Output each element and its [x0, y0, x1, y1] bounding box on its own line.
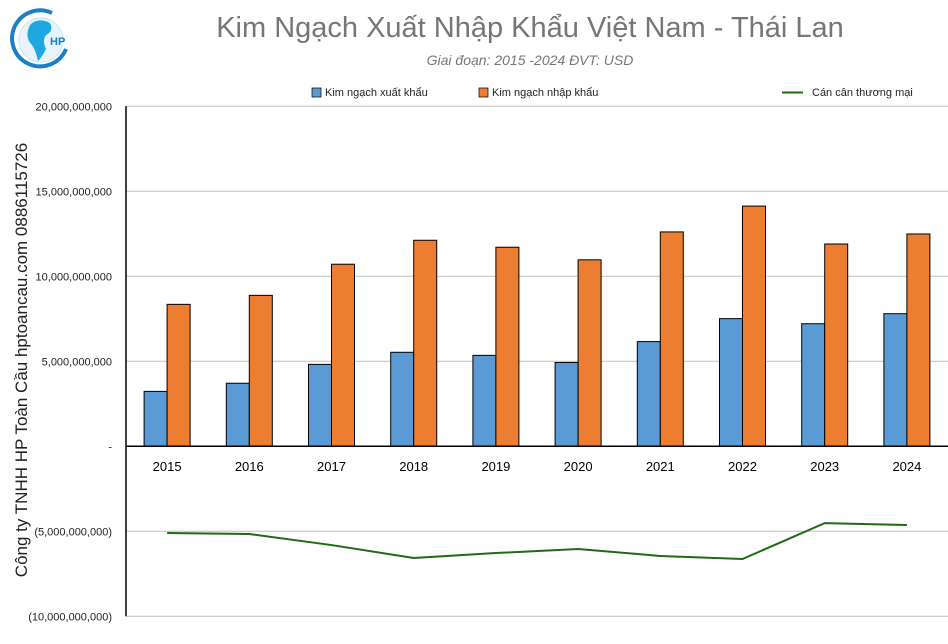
bar-export-2019: [472, 354, 497, 447]
legend-swatch: [478, 87, 489, 98]
x-tick-label: 2024: [892, 459, 921, 474]
svg-text:HP: HP: [50, 36, 65, 48]
y-tick-label: 10,000,000,000: [36, 271, 112, 283]
x-tick-label: 2019: [481, 459, 510, 474]
y-tick-label: (5,000,000,000): [34, 526, 112, 538]
legend-label: Kim ngạch xuất khẩu: [325, 87, 428, 99]
x-tick-label: 2018: [399, 459, 428, 474]
legend-swatch: [311, 87, 322, 98]
y-tick-label: 20,000,000,000: [36, 101, 112, 113]
bar-export-2016: [225, 382, 250, 447]
x-tick-label: 2021: [646, 459, 675, 474]
bar-import-2021: [659, 231, 684, 447]
x-tick-label: 2016: [235, 459, 264, 474]
bar-export-2015: [143, 390, 168, 447]
bar-export-2017: [308, 363, 332, 447]
legend-label: Cán cân thương mại: [812, 87, 913, 99]
bar-export-2021: [636, 341, 661, 447]
legend-label: Kim ngạch nhập khẩu: [492, 87, 598, 99]
x-tick-label: 2022: [728, 459, 757, 474]
bar-import-2017: [331, 263, 355, 447]
bar-export-2020: [554, 361, 579, 447]
bar-export-2018: [390, 351, 415, 447]
y-tick-label: 5,000,000,000: [42, 356, 112, 368]
legend: Kim ngạch xuất khẩu Kim ngạch nhập khẩu Cá…: [311, 87, 913, 99]
bar-import-2022: [742, 205, 766, 447]
bar-import-2023: [824, 243, 849, 447]
chart-subtitle: Giai đoạn: 2015 -2024 ĐVT: USD: [426, 52, 634, 68]
bar-import-2015: [166, 303, 191, 447]
x-tick-label: 2015: [153, 459, 182, 474]
trade-balance-line: [167, 522, 907, 561]
x-tick-label: 2023: [810, 459, 839, 474]
bar-import-2024: [906, 233, 931, 447]
bar-import-2016: [248, 294, 273, 447]
bar-export-2024: [883, 313, 908, 447]
y-tick-label: -: [108, 441, 112, 453]
y-tick-label: 15,000,000,000: [36, 186, 112, 198]
y-tick-label: (10,000,000,000): [28, 611, 112, 623]
x-tick-label: 2020: [564, 459, 593, 474]
company-logo: HP: [8, 5, 78, 80]
bar-export-2023: [801, 323, 826, 447]
bar-export-2022: [719, 318, 743, 447]
x-tick-label: 2017: [317, 459, 346, 474]
bar-import-2020: [577, 259, 602, 447]
bar-import-2018: [413, 239, 438, 447]
bar-import-2019: [495, 246, 520, 447]
chart-title: Kim Ngạch Xuất Nhập Khẩu Việt Nam - Thái…: [216, 12, 844, 44]
